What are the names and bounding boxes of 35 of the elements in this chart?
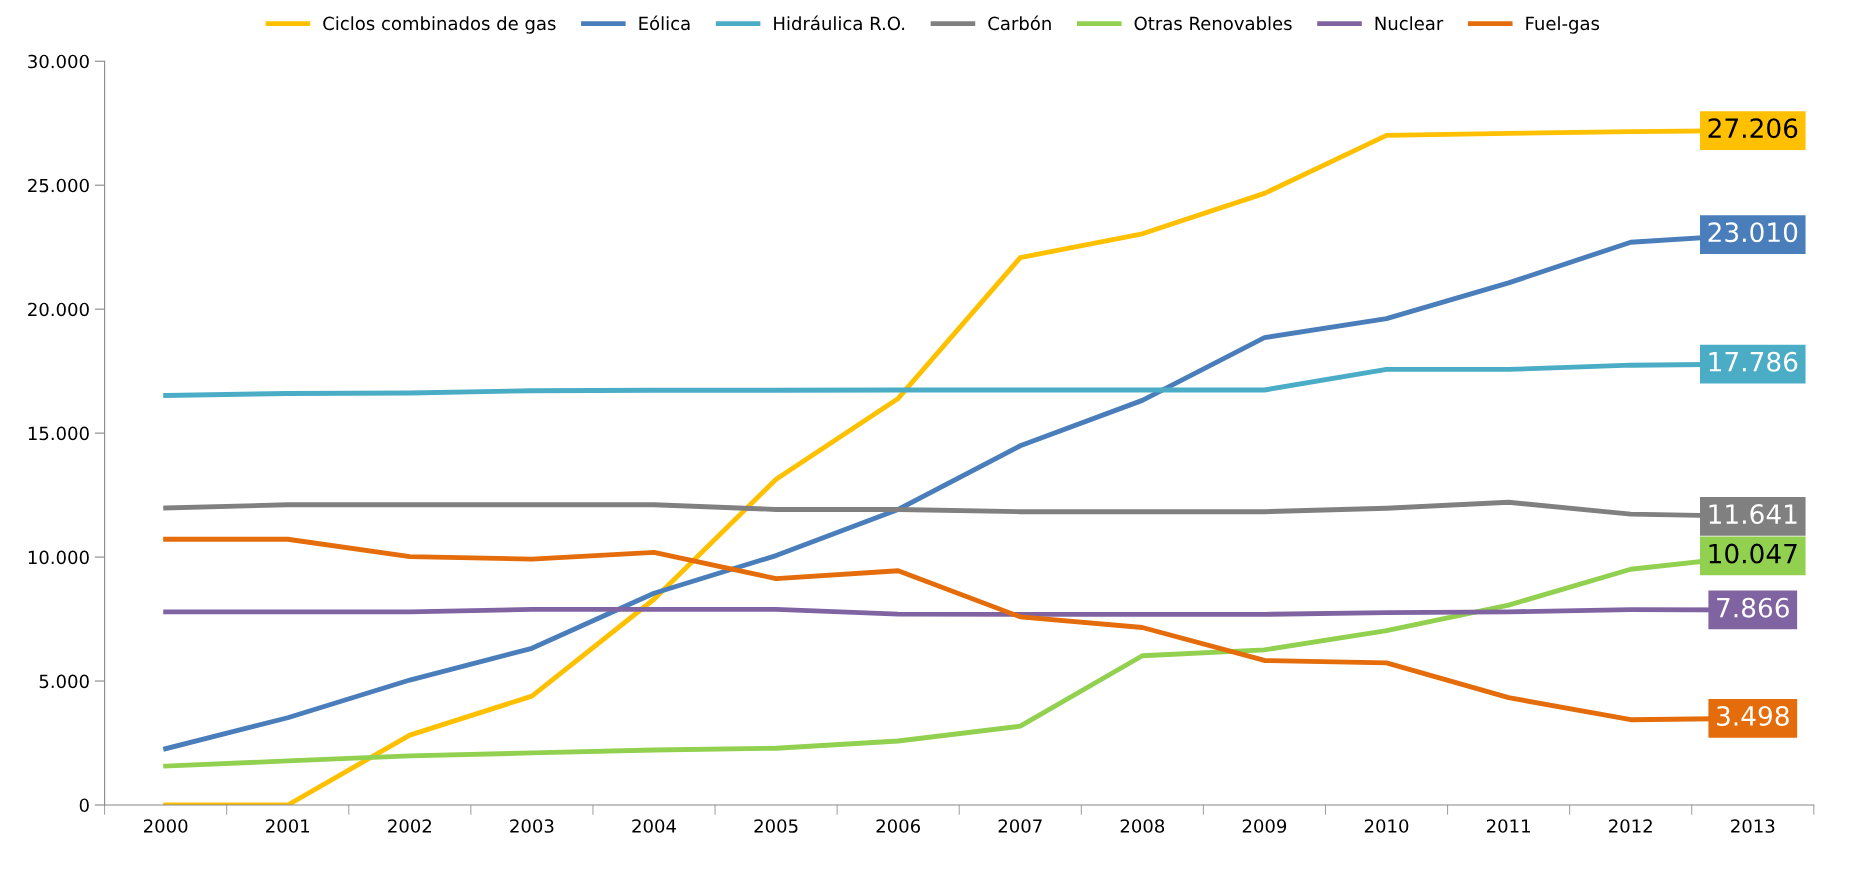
legend-label: Fuel-gas [1526, 16, 1600, 34]
legend-label: Hidráulica R.O. [774, 15, 905, 31]
x-tick-label: 2009 [1242, 819, 1287, 833]
legend-label: Ciclos combinados de gas [323, 16, 556, 34]
x-tick-label: 2011 [1486, 819, 1530, 833]
y-tick-label: 20.000 [28, 302, 89, 317]
data-label: 11.641 [1709, 504, 1797, 525]
data-label: 3.498 [1717, 705, 1789, 726]
x-tick-label: 2001 [266, 819, 310, 833]
x-tick-label: 2007 [998, 819, 1042, 833]
x-tick-label: 2003 [510, 819, 554, 833]
data-label: 7.866 [1717, 597, 1789, 618]
x-tick-label: 2005 [754, 819, 798, 833]
x-tick-label: 2000 [144, 819, 188, 833]
y-tick-label: 25.000 [28, 178, 89, 193]
legend-label: Eólica [639, 15, 690, 31]
y-tick-label: 0 [79, 798, 89, 813]
y-tick-label: 30.000 [28, 54, 89, 69]
legend-label: Nuclear [1375, 16, 1444, 31]
x-tick-label: 2002 [388, 819, 431, 833]
data-label: 27.206 [1708, 118, 1798, 139]
legend-label: Carbón [988, 15, 1051, 31]
x-tick-label: 2012 [1609, 819, 1652, 833]
data-label: 10.047 [1709, 543, 1797, 564]
x-tick-label: 2004 [632, 819, 676, 833]
data-label: 23.010 [1708, 222, 1798, 243]
y-tick-label: 5.000 [39, 674, 89, 689]
y-tick-label: 15.000 [28, 426, 89, 441]
x-tick-label: 2006 [876, 819, 921, 833]
x-tick-label: 2008 [1120, 819, 1165, 833]
y-tick-label: 10.000 [28, 550, 89, 565]
x-tick-label: 2010 [1364, 819, 1409, 833]
data-label: 17.786 [1709, 351, 1798, 372]
legend-label: Otras Renovables [1134, 16, 1292, 31]
x-tick-label: 2013 [1731, 819, 1775, 833]
